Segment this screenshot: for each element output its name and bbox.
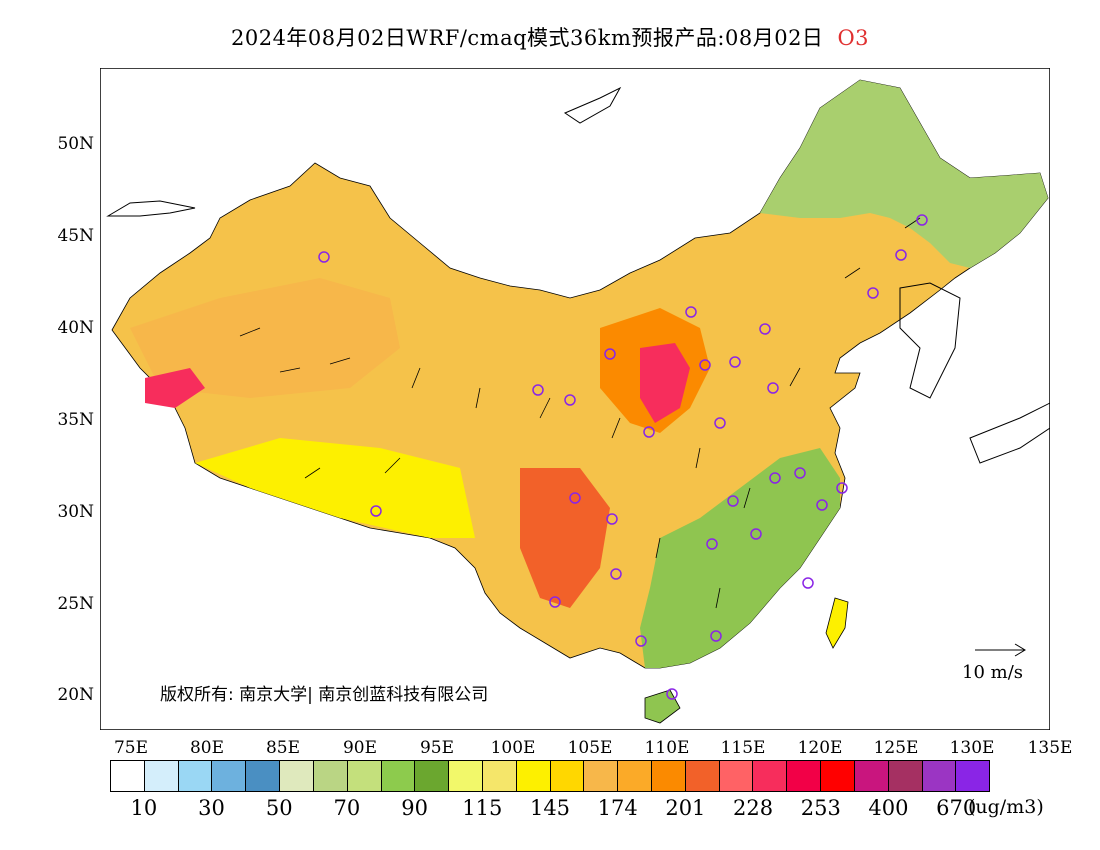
lat-label: 35N (57, 410, 94, 430)
lon-label: 135E (1027, 738, 1073, 758)
colorbar-label: 115 (462, 796, 503, 820)
japan-coastline (969, 402, 1050, 464)
lat-label: 50N (57, 134, 94, 154)
lat-label: 45N (57, 226, 94, 246)
colorbar-swatch (415, 761, 450, 791)
lat-label: 25N (57, 594, 94, 614)
colorbar-swatch (482, 761, 517, 791)
colorbar-swatch (313, 761, 348, 791)
sichuan-orange (520, 468, 610, 608)
colorbar (110, 760, 990, 792)
colorbar-label: 50 (265, 796, 293, 820)
colorbar-label: 70 (333, 796, 361, 820)
colorbar-swatch (381, 761, 416, 791)
lon-label: 125E (873, 738, 919, 758)
colorbar-label: 201 (665, 796, 706, 820)
colorbar-swatch (956, 761, 990, 791)
wind-reference-arrow (975, 643, 1026, 657)
lon-label: 95E (419, 738, 455, 758)
colorbar-swatch (652, 761, 686, 791)
northeast-green-region (760, 80, 1048, 268)
colorbar-swatch (719, 761, 754, 791)
lon-label: 75E (113, 738, 149, 758)
colorbar-label: 10 (130, 796, 158, 820)
lon-label: 80E (189, 738, 225, 758)
colorbar-label: 174 (597, 796, 638, 820)
colorbar-swatch (111, 761, 145, 791)
lon-label: 90E (342, 738, 378, 758)
korea-coastline (899, 282, 961, 399)
colorbar-label: 90 (401, 796, 428, 820)
colorbar-swatch (280, 761, 314, 791)
species-label: O3 (837, 26, 870, 50)
colorbar-swatch (449, 761, 483, 791)
colorbar-swatch (787, 761, 822, 791)
colorbar-swatch (212, 761, 247, 791)
colorbar-swatch (550, 761, 585, 791)
lon-label: 110E (644, 738, 690, 758)
colorbar-swatch (584, 761, 619, 791)
shanxi-red-core (640, 343, 690, 423)
colorbar-swatch (144, 761, 179, 791)
map-panel (100, 68, 1050, 730)
colorbar-label: 145 (529, 796, 571, 820)
xinjiang-red-patch (145, 368, 205, 408)
colorbar-swatch (821, 761, 855, 791)
title-text: 2024年08月02日WRF/cmaq模式36km预报产品:08月02日 (230, 26, 824, 50)
lon-label: 100E (490, 738, 536, 758)
colorbar-swatch (178, 761, 213, 791)
xinjiang-orange (130, 278, 400, 398)
lon-label: 120E (797, 738, 843, 758)
colorbar-swatch (753, 761, 788, 791)
lon-label: 130E (949, 738, 995, 758)
map-title: 2024年08月02日WRF/cmaq模式36km预报产品:08月02日 O3 (0, 22, 1100, 52)
lat-label: 30N (57, 502, 94, 522)
colorbar-swatch (246, 761, 281, 791)
colorbar-swatch (516, 761, 551, 791)
colorbar-label: 670 (936, 796, 977, 820)
colorbar-swatch (685, 761, 720, 791)
lon-label: 85E (265, 738, 301, 758)
sakhalin-coastline (563, 86, 622, 124)
colorbar-unit: (ug/m3) (968, 796, 1044, 818)
lat-label: 20N (57, 685, 94, 705)
colorbar-swatch (347, 761, 382, 791)
colorbar-swatch (922, 761, 957, 791)
taiwan-island (825, 597, 849, 649)
wind-reference-label: 10 m/s (962, 662, 1023, 683)
colorbar-label: 228 (733, 796, 774, 820)
lon-label: 115E (720, 738, 766, 758)
colorbar-swatch (854, 761, 889, 791)
colorbar-label: 253 (800, 796, 841, 820)
copyright-text: 版权所有: 南京大学| 南京创蓝科技有限公司 (160, 685, 489, 705)
colorbar-label: 400 (868, 796, 909, 820)
colorbar-label: 30 (198, 796, 225, 820)
tibet-yellow (195, 438, 475, 538)
lat-label: 40N (57, 318, 94, 338)
southeast-green-region (640, 448, 840, 668)
colorbar-swatch (618, 761, 652, 791)
wind-vectors (239, 217, 921, 609)
lake-balkhash (106, 200, 196, 217)
city-markers (318, 214, 928, 700)
colorbar-swatch (888, 761, 923, 791)
lon-label: 105E (567, 738, 613, 758)
